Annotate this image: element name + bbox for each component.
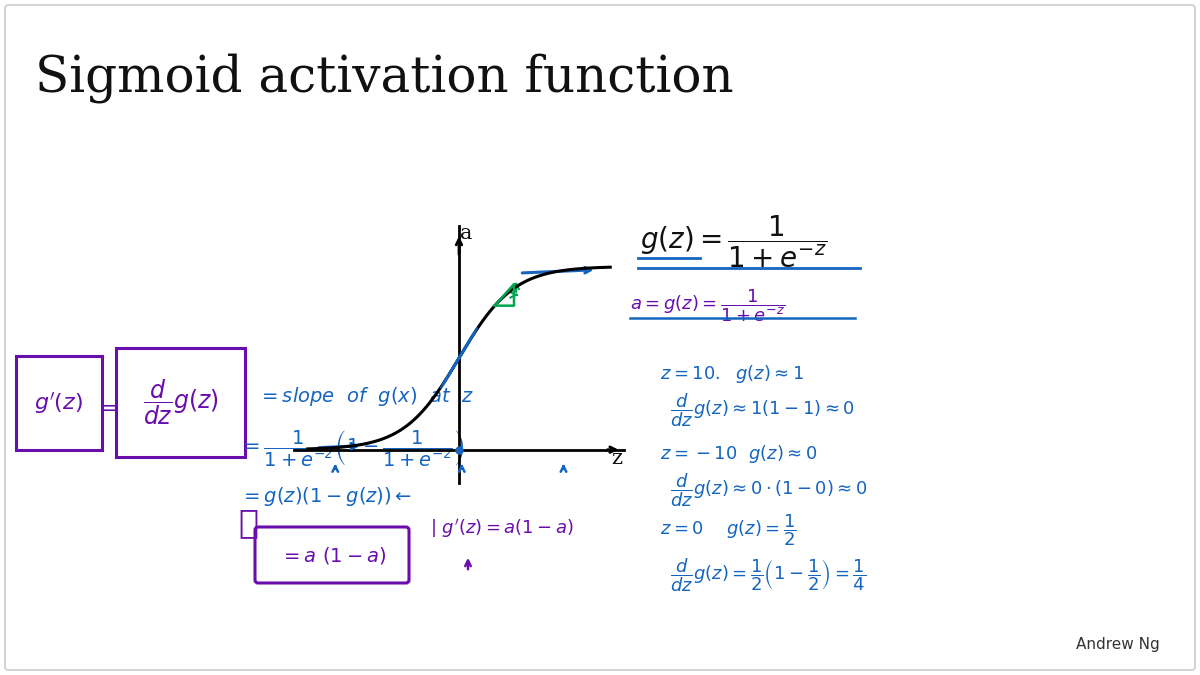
Text: $= a\ (1-a)$: $= a\ (1-a)$ [280,545,386,566]
Text: $=$: $=$ [96,396,119,418]
FancyBboxPatch shape [116,348,245,457]
Text: Sigmoid activation function: Sigmoid activation function [35,53,733,103]
Text: $= slope\ \ of\ \ g(x)\ \ at\ \ z$: $= slope\ \ of\ \ g(x)\ \ at\ \ z$ [258,385,474,408]
Text: $\dfrac{d}{dz}g(z)$: $\dfrac{d}{dz}g(z)$ [143,377,220,427]
Text: $z=-10\ \ g(z)\approx 0$: $z=-10\ \ g(z)\approx 0$ [660,443,817,465]
Text: $\dfrac{d}{dz}g(z) \approx 1(1-1) \approx 0$: $\dfrac{d}{dz}g(z) \approx 1(1-1) \appro… [670,392,854,429]
FancyBboxPatch shape [16,356,102,450]
Text: $a = g(z) = \dfrac{1}{1+e^{-z}}$: $a = g(z) = \dfrac{1}{1+e^{-z}}$ [630,288,785,324]
Text: z: z [612,450,623,468]
Text: $\dfrac{d}{dz}g(z) = \dfrac{1}{2}\left(1-\dfrac{1}{2}\right) = \dfrac{1}{4}$: $\dfrac{d}{dz}g(z) = \dfrac{1}{2}\left(1… [670,556,866,594]
Text: $= g(z)\left(1-g(z)\right) \leftarrow$: $= g(z)\left(1-g(z)\right) \leftarrow$ [240,485,413,508]
Text: $z=0\ \ \ \ g(z)=\dfrac{1}{2}$: $z=0\ \ \ \ g(z)=\dfrac{1}{2}$ [660,512,797,548]
FancyBboxPatch shape [256,527,409,583]
Text: ⎸: ⎸ [238,506,258,539]
Text: Andrew Ng: Andrew Ng [1076,637,1160,652]
Text: $= \dfrac{1}{1+e^{-z}}\left(1 - \dfrac{1}{1+e^{-z}}\right)$: $= \dfrac{1}{1+e^{-z}}\left(1 - \dfrac{1… [240,428,464,468]
Text: $\dfrac{d}{dz}g(z) \approx 0\cdot(1-0) \approx 0$: $\dfrac{d}{dz}g(z) \approx 0\cdot(1-0) \… [670,471,868,509]
Text: $g'(z)$: $g'(z)$ [35,390,84,416]
Text: a: a [460,224,472,243]
Text: $|\ g'(z)= a(1-a)$: $|\ g'(z)= a(1-a)$ [430,516,574,539]
Text: $z=10.\ \ g(z)\approx 1$: $z=10.\ \ g(z)\approx 1$ [660,363,804,385]
FancyBboxPatch shape [5,5,1195,670]
Text: $g(z) = \dfrac{1}{1 + e^{-z}}$: $g(z) = \dfrac{1}{1 + e^{-z}}$ [640,214,827,270]
